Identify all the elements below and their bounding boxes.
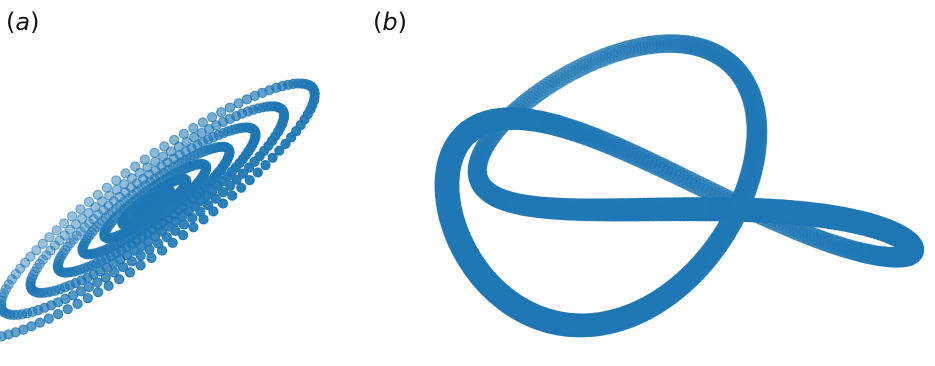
spiral-dot <box>165 146 177 157</box>
spiral-dot <box>53 309 64 320</box>
spiral-dot <box>178 128 189 139</box>
spiral-dot <box>44 232 55 243</box>
spiral-dot <box>124 267 135 278</box>
spiral-dot <box>71 230 83 241</box>
panel-b-knot-plot <box>434 34 925 338</box>
panel-b-label: (b) <box>373 8 407 36</box>
spiral-dot <box>51 225 62 236</box>
spiral-dot <box>158 151 169 162</box>
panel-a-label: (a) <box>6 8 39 36</box>
spiral-dot <box>75 204 86 215</box>
spiral-dot <box>207 112 218 123</box>
spiral-dot <box>104 190 115 201</box>
spiral-dot <box>43 313 54 324</box>
panel-a-spiral-plot <box>0 78 320 342</box>
spiral-dot <box>225 180 236 191</box>
spiral-dot <box>198 214 209 225</box>
spiral-dot <box>92 189 103 200</box>
spiral-dot <box>92 277 103 288</box>
spiral-dot <box>130 161 141 172</box>
spiral-dot <box>167 237 178 248</box>
spiral-dot <box>146 252 157 264</box>
spiral-dot <box>210 193 221 204</box>
spiral-dot <box>217 198 229 209</box>
spiral-dot <box>218 187 229 198</box>
spiral-dot <box>62 304 73 315</box>
spiral-dot <box>244 175 255 186</box>
spiral-dot <box>274 145 285 156</box>
spiral-dot <box>83 207 94 219</box>
spiral-dot <box>37 238 48 249</box>
spiral-dot <box>34 317 46 328</box>
spiral-dot <box>231 174 242 185</box>
spiral-dot <box>77 213 88 224</box>
spiral-dot <box>237 168 249 179</box>
spiral-dot <box>82 293 93 304</box>
spiral-dot <box>72 298 83 309</box>
spiral-dot <box>170 225 181 236</box>
spiral-dot <box>117 261 129 273</box>
spiral-dot <box>100 272 111 283</box>
spiral-dot <box>188 123 199 134</box>
spiral-dot <box>54 235 65 246</box>
spiral-dot <box>197 117 208 128</box>
spiral-dot <box>260 160 271 171</box>
spiral-dot <box>233 98 244 109</box>
spiral-dot <box>267 152 278 163</box>
spiral-dot <box>157 245 168 256</box>
spiral-dot <box>280 138 291 149</box>
spiral-dot <box>169 134 180 146</box>
spiral-dot <box>135 260 146 271</box>
spiral-dot <box>111 175 122 186</box>
spiral-dot <box>3 279 14 290</box>
spiral-dot <box>178 230 189 241</box>
spiral-dot <box>126 256 137 267</box>
spiral-dot <box>135 250 146 261</box>
spiral-dot <box>149 147 160 158</box>
spiral-dot <box>31 245 42 256</box>
spiral-dot <box>83 196 95 208</box>
spiral-dot <box>103 280 114 291</box>
spiral-dot <box>144 244 155 255</box>
spiral-dot <box>159 141 170 152</box>
spiral-dot <box>208 206 219 217</box>
spiral-dot <box>236 182 247 193</box>
spiral-dot <box>59 218 70 229</box>
knot-dot <box>448 230 474 256</box>
spiral-dot <box>227 190 238 201</box>
spiral-dot <box>187 212 198 224</box>
spiral-dot <box>109 267 120 278</box>
spiral-dot <box>139 154 150 165</box>
spiral-dot <box>252 167 263 178</box>
spiral-dot <box>216 107 227 118</box>
knot-dot <box>770 199 795 224</box>
spiral-dot <box>286 132 297 143</box>
spiral-dot <box>25 251 36 262</box>
spiral-dot <box>114 274 125 285</box>
spiral-dot <box>178 219 189 230</box>
spiral-dot <box>83 281 95 293</box>
spiral-dot <box>93 287 104 298</box>
spiral-dot <box>120 168 131 179</box>
spiral-dot <box>224 102 236 113</box>
spiral-dot <box>101 182 113 193</box>
spiral-dot <box>68 234 79 245</box>
spiral-dot <box>67 211 78 222</box>
spiral-dot <box>188 222 199 233</box>
spiral-dot <box>70 219 82 230</box>
spiral-dot <box>0 331 7 342</box>
spiral-dot <box>6 274 18 285</box>
spiral-dot <box>243 162 255 173</box>
spiral-dot <box>75 286 87 297</box>
